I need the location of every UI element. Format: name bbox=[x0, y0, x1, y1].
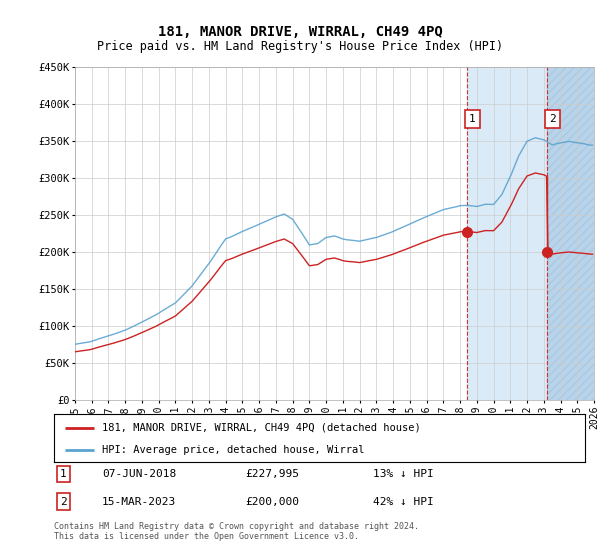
Text: 2: 2 bbox=[60, 497, 67, 507]
Bar bbox=[547, 67, 594, 400]
Bar bbox=[547, 67, 594, 400]
Text: 2: 2 bbox=[549, 114, 556, 124]
Text: Contains HM Land Registry data © Crown copyright and database right 2024.
This d: Contains HM Land Registry data © Crown c… bbox=[54, 522, 419, 542]
Text: 1: 1 bbox=[60, 469, 67, 479]
Text: Price paid vs. HM Land Registry's House Price Index (HPI): Price paid vs. HM Land Registry's House … bbox=[97, 40, 503, 53]
Text: 181, MANOR DRIVE, WIRRAL, CH49 4PQ: 181, MANOR DRIVE, WIRRAL, CH49 4PQ bbox=[158, 25, 442, 39]
Text: 07-JUN-2018: 07-JUN-2018 bbox=[102, 469, 176, 479]
Text: 181, MANOR DRIVE, WIRRAL, CH49 4PQ (detached house): 181, MANOR DRIVE, WIRRAL, CH49 4PQ (deta… bbox=[102, 423, 421, 433]
Text: £200,000: £200,000 bbox=[245, 497, 299, 507]
Text: 13% ↓ HPI: 13% ↓ HPI bbox=[373, 469, 433, 479]
Text: 1: 1 bbox=[469, 114, 476, 124]
Text: 42% ↓ HPI: 42% ↓ HPI bbox=[373, 497, 433, 507]
Text: £227,995: £227,995 bbox=[245, 469, 299, 479]
Text: HPI: Average price, detached house, Wirral: HPI: Average price, detached house, Wirr… bbox=[102, 445, 364, 455]
Bar bbox=[467, 67, 547, 400]
Text: 15-MAR-2023: 15-MAR-2023 bbox=[102, 497, 176, 507]
